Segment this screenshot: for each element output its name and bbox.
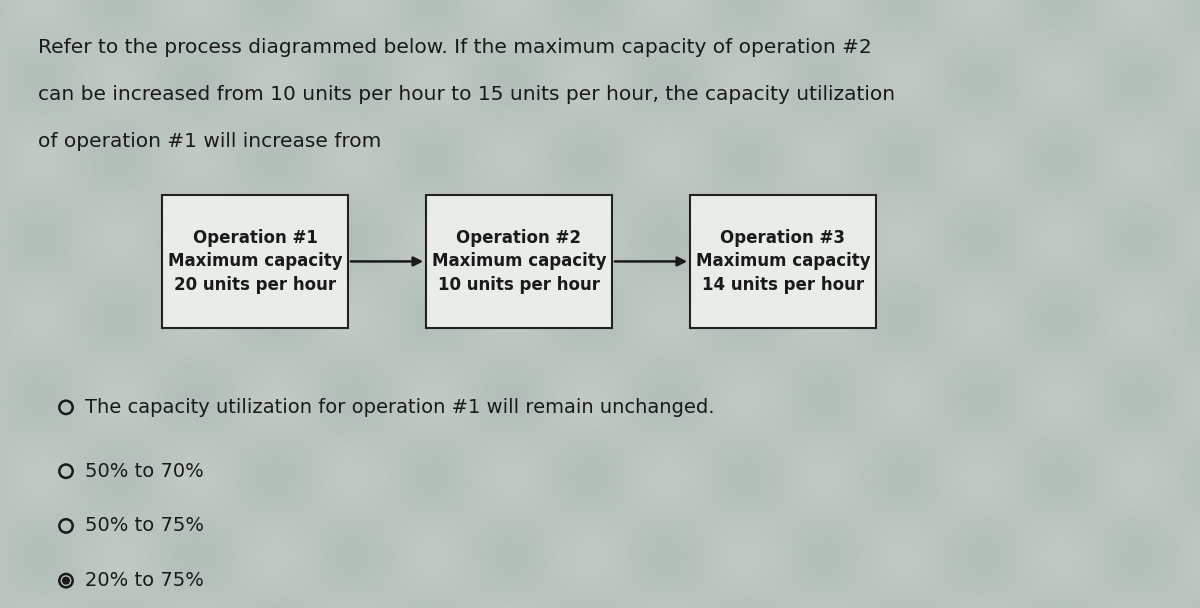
Text: Operation #3
Maximum capacity
14 units per hour: Operation #3 Maximum capacity 14 units p… [696, 229, 870, 294]
Text: 50% to 75%: 50% to 75% [85, 516, 204, 536]
Text: 20% to 75%: 20% to 75% [85, 571, 204, 590]
Text: Operation #1
Maximum capacity
20 units per hour: Operation #1 Maximum capacity 20 units p… [168, 229, 342, 294]
Text: 50% to 70%: 50% to 70% [85, 461, 204, 481]
Text: of operation #1 will increase from: of operation #1 will increase from [38, 132, 382, 151]
FancyBboxPatch shape [690, 195, 876, 328]
FancyBboxPatch shape [162, 195, 348, 328]
Circle shape [62, 578, 70, 584]
Text: Operation #2
Maximum capacity
10 units per hour: Operation #2 Maximum capacity 10 units p… [432, 229, 606, 294]
Text: can be increased from 10 units per hour to 15 units per hour, the capacity utili: can be increased from 10 units per hour … [38, 85, 895, 104]
Text: The capacity utilization for operation #1 will remain unchanged.: The capacity utilization for operation #… [85, 398, 714, 417]
Text: Refer to the process diagrammed below. If the maximum capacity of operation #2: Refer to the process diagrammed below. I… [38, 38, 871, 57]
FancyBboxPatch shape [426, 195, 612, 328]
